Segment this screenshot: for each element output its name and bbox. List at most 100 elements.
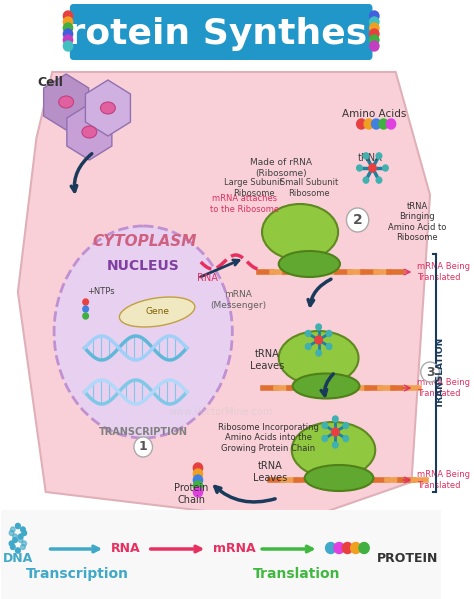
Text: CYTOPLASM: CYTOPLASM: [93, 234, 197, 250]
Text: Protein Synthesis: Protein Synthesis: [41, 17, 401, 51]
Circle shape: [21, 527, 25, 532]
Circle shape: [342, 543, 353, 553]
Circle shape: [356, 119, 366, 129]
Ellipse shape: [82, 126, 97, 138]
Text: PROTEIN: PROTEIN: [377, 552, 438, 564]
Ellipse shape: [100, 102, 115, 114]
Circle shape: [16, 524, 20, 528]
Text: Translation: Translation: [253, 567, 340, 581]
Text: TRANSLATION: TRANSLATION: [436, 337, 445, 408]
Circle shape: [326, 543, 336, 553]
Text: Amino Acids: Amino Acids: [342, 109, 407, 119]
Text: Large Subunit
Ribosome: Large Subunit Ribosome: [224, 179, 283, 198]
Circle shape: [370, 35, 379, 45]
Circle shape: [13, 534, 18, 539]
Circle shape: [346, 208, 369, 232]
Circle shape: [326, 343, 332, 349]
Circle shape: [316, 350, 321, 356]
Circle shape: [193, 469, 202, 479]
Circle shape: [343, 422, 348, 428]
Circle shape: [13, 537, 18, 543]
Circle shape: [370, 11, 379, 21]
Circle shape: [16, 524, 20, 528]
Circle shape: [351, 543, 361, 553]
Circle shape: [193, 487, 202, 497]
Circle shape: [363, 177, 369, 183]
Ellipse shape: [59, 96, 73, 108]
Text: mRNA Being
Translated: mRNA Being Translated: [417, 379, 470, 398]
Ellipse shape: [305, 465, 374, 491]
Text: Gene: Gene: [145, 307, 169, 316]
Circle shape: [370, 17, 379, 27]
Ellipse shape: [292, 422, 375, 478]
Circle shape: [10, 527, 15, 532]
Ellipse shape: [279, 251, 340, 277]
Circle shape: [9, 541, 14, 546]
Ellipse shape: [262, 204, 338, 260]
Circle shape: [16, 548, 20, 553]
Circle shape: [322, 422, 328, 428]
Circle shape: [370, 41, 379, 51]
Text: mRNA
(Messenger): mRNA (Messenger): [210, 291, 266, 310]
Circle shape: [334, 543, 344, 553]
Circle shape: [356, 165, 362, 171]
Text: 3: 3: [426, 365, 434, 379]
Ellipse shape: [54, 226, 232, 438]
Circle shape: [16, 548, 20, 553]
Text: NUCLEUS: NUCLEUS: [107, 259, 180, 273]
Circle shape: [64, 35, 73, 45]
Polygon shape: [18, 72, 430, 522]
Text: mRNA Being
Translated: mRNA Being Translated: [417, 262, 470, 282]
Circle shape: [193, 463, 202, 473]
Text: DNA: DNA: [3, 552, 33, 564]
Circle shape: [376, 177, 382, 183]
Text: 1: 1: [139, 440, 147, 453]
Circle shape: [370, 23, 379, 33]
Circle shape: [363, 153, 369, 159]
Circle shape: [193, 475, 202, 485]
Circle shape: [10, 544, 15, 549]
Text: RNA: RNA: [111, 543, 140, 555]
Text: tRNA
Leaves: tRNA Leaves: [253, 461, 288, 483]
Text: mRNA: mRNA: [213, 543, 255, 555]
Circle shape: [343, 435, 348, 441]
Circle shape: [18, 534, 23, 539]
Circle shape: [18, 537, 23, 543]
Text: mRNA attaches
to the Ribosome: mRNA attaches to the Ribosome: [210, 194, 279, 214]
Circle shape: [83, 299, 89, 305]
Circle shape: [332, 428, 339, 436]
Circle shape: [64, 11, 73, 21]
Circle shape: [333, 416, 338, 422]
Ellipse shape: [279, 331, 358, 385]
Circle shape: [83, 306, 89, 312]
Ellipse shape: [292, 374, 359, 398]
Circle shape: [369, 164, 376, 172]
Circle shape: [83, 313, 89, 319]
Text: Small Subunit
Ribosome: Small Subunit Ribosome: [280, 179, 338, 198]
Text: tRNA
Leaves: tRNA Leaves: [249, 349, 284, 371]
Circle shape: [376, 153, 382, 159]
Circle shape: [22, 531, 27, 536]
Circle shape: [372, 119, 381, 129]
Circle shape: [383, 165, 388, 171]
Circle shape: [379, 119, 388, 129]
Circle shape: [21, 544, 25, 549]
Text: TRANSCRIPTION: TRANSCRIPTION: [99, 427, 188, 437]
Circle shape: [315, 336, 322, 344]
Text: Protein
Chain: Protein Chain: [174, 483, 209, 505]
Circle shape: [359, 543, 369, 553]
Text: mRNA Being
Translated: mRNA Being Translated: [417, 470, 470, 490]
Circle shape: [64, 17, 73, 27]
Circle shape: [134, 437, 153, 457]
Bar: [1, 510, 441, 599]
Ellipse shape: [119, 297, 195, 327]
Text: Made of rRNA
(Ribosome): Made of rRNA (Ribosome): [250, 158, 312, 178]
Text: tRNA
Bringing
Amino Acid to
Ribosome: tRNA Bringing Amino Acid to Ribosome: [388, 202, 446, 242]
Text: Ribosome Incorporating
Amino Acids into the
Growing Protein Chain: Ribosome Incorporating Amino Acids into …: [218, 423, 319, 453]
Text: Cell: Cell: [37, 75, 64, 89]
Circle shape: [305, 343, 311, 349]
Text: +NTPs: +NTPs: [88, 288, 115, 297]
Circle shape: [333, 442, 338, 448]
Circle shape: [370, 29, 379, 39]
Text: RNA: RNA: [197, 273, 218, 283]
